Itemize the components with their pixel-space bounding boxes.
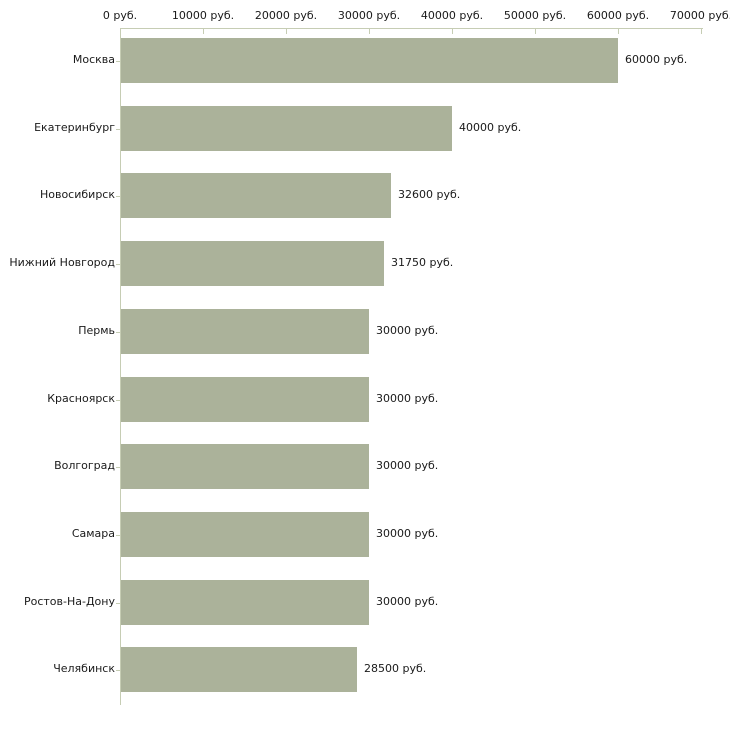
y-axis-tick xyxy=(116,129,120,130)
category-label: Екатеринбург xyxy=(34,121,115,134)
x-axis-tick xyxy=(120,28,121,34)
bar xyxy=(121,241,384,286)
bar xyxy=(121,580,369,625)
x-axis-tick-label: 50000 руб. xyxy=(503,9,567,22)
category-label: Волгоград xyxy=(54,459,115,472)
bar xyxy=(121,173,391,218)
x-axis-tick-label: 20000 руб. xyxy=(254,9,318,22)
bar xyxy=(121,647,357,692)
x-axis-tick-label: 60000 руб. xyxy=(586,9,650,22)
x-axis-tick xyxy=(535,28,536,34)
x-axis-tick xyxy=(286,28,287,34)
y-axis-tick xyxy=(116,400,120,401)
x-axis-tick-label: 30000 руб. xyxy=(337,9,401,22)
y-axis-tick xyxy=(116,535,120,536)
category-label: Москва xyxy=(72,53,115,66)
x-axis-tick-label: 10000 руб. xyxy=(171,9,235,22)
y-axis-tick xyxy=(116,670,120,671)
value-label: 30000 руб. xyxy=(376,392,439,405)
bar xyxy=(121,38,618,83)
category-label: Челябинск xyxy=(53,662,115,675)
bar xyxy=(121,106,452,151)
x-axis-tick xyxy=(701,28,702,34)
value-label: 31750 руб. xyxy=(391,256,454,269)
y-axis-line xyxy=(120,28,121,705)
value-label: 32600 руб. xyxy=(398,188,461,201)
category-label: Нижний Новгород xyxy=(9,256,115,269)
x-axis-line xyxy=(120,28,703,29)
value-label: 30000 руб. xyxy=(376,595,439,608)
y-axis-tick xyxy=(116,603,120,604)
y-axis-tick xyxy=(116,196,120,197)
category-label: Красноярск xyxy=(47,392,115,405)
bar xyxy=(121,512,369,557)
category-label: Новосибирск xyxy=(39,188,115,201)
y-axis-tick xyxy=(116,332,120,333)
y-axis-tick xyxy=(116,467,120,468)
y-axis-tick xyxy=(116,61,120,62)
x-axis-tick-label: 40000 руб. xyxy=(420,9,484,22)
value-label: 30000 руб. xyxy=(376,324,439,337)
x-axis-tick xyxy=(452,28,453,34)
x-axis-tick xyxy=(618,28,619,34)
value-label: 30000 руб. xyxy=(376,459,439,472)
bar xyxy=(121,444,369,489)
bar xyxy=(121,309,369,354)
x-axis-tick-label: 70000 руб. xyxy=(669,9,730,22)
x-axis-tick-label: 0 руб. xyxy=(102,9,138,22)
category-label: Ростов-На-Дону xyxy=(23,595,115,608)
value-label: 28500 руб. xyxy=(364,662,427,675)
bar xyxy=(121,377,369,422)
x-axis-tick xyxy=(369,28,370,34)
category-label: Пермь xyxy=(78,324,115,337)
value-label: 60000 руб. xyxy=(625,53,688,66)
value-label: 30000 руб. xyxy=(376,527,439,540)
x-axis-tick xyxy=(203,28,204,34)
category-label: Самара xyxy=(71,527,115,540)
y-axis-tick xyxy=(116,264,120,265)
value-label: 40000 руб. xyxy=(459,121,522,134)
